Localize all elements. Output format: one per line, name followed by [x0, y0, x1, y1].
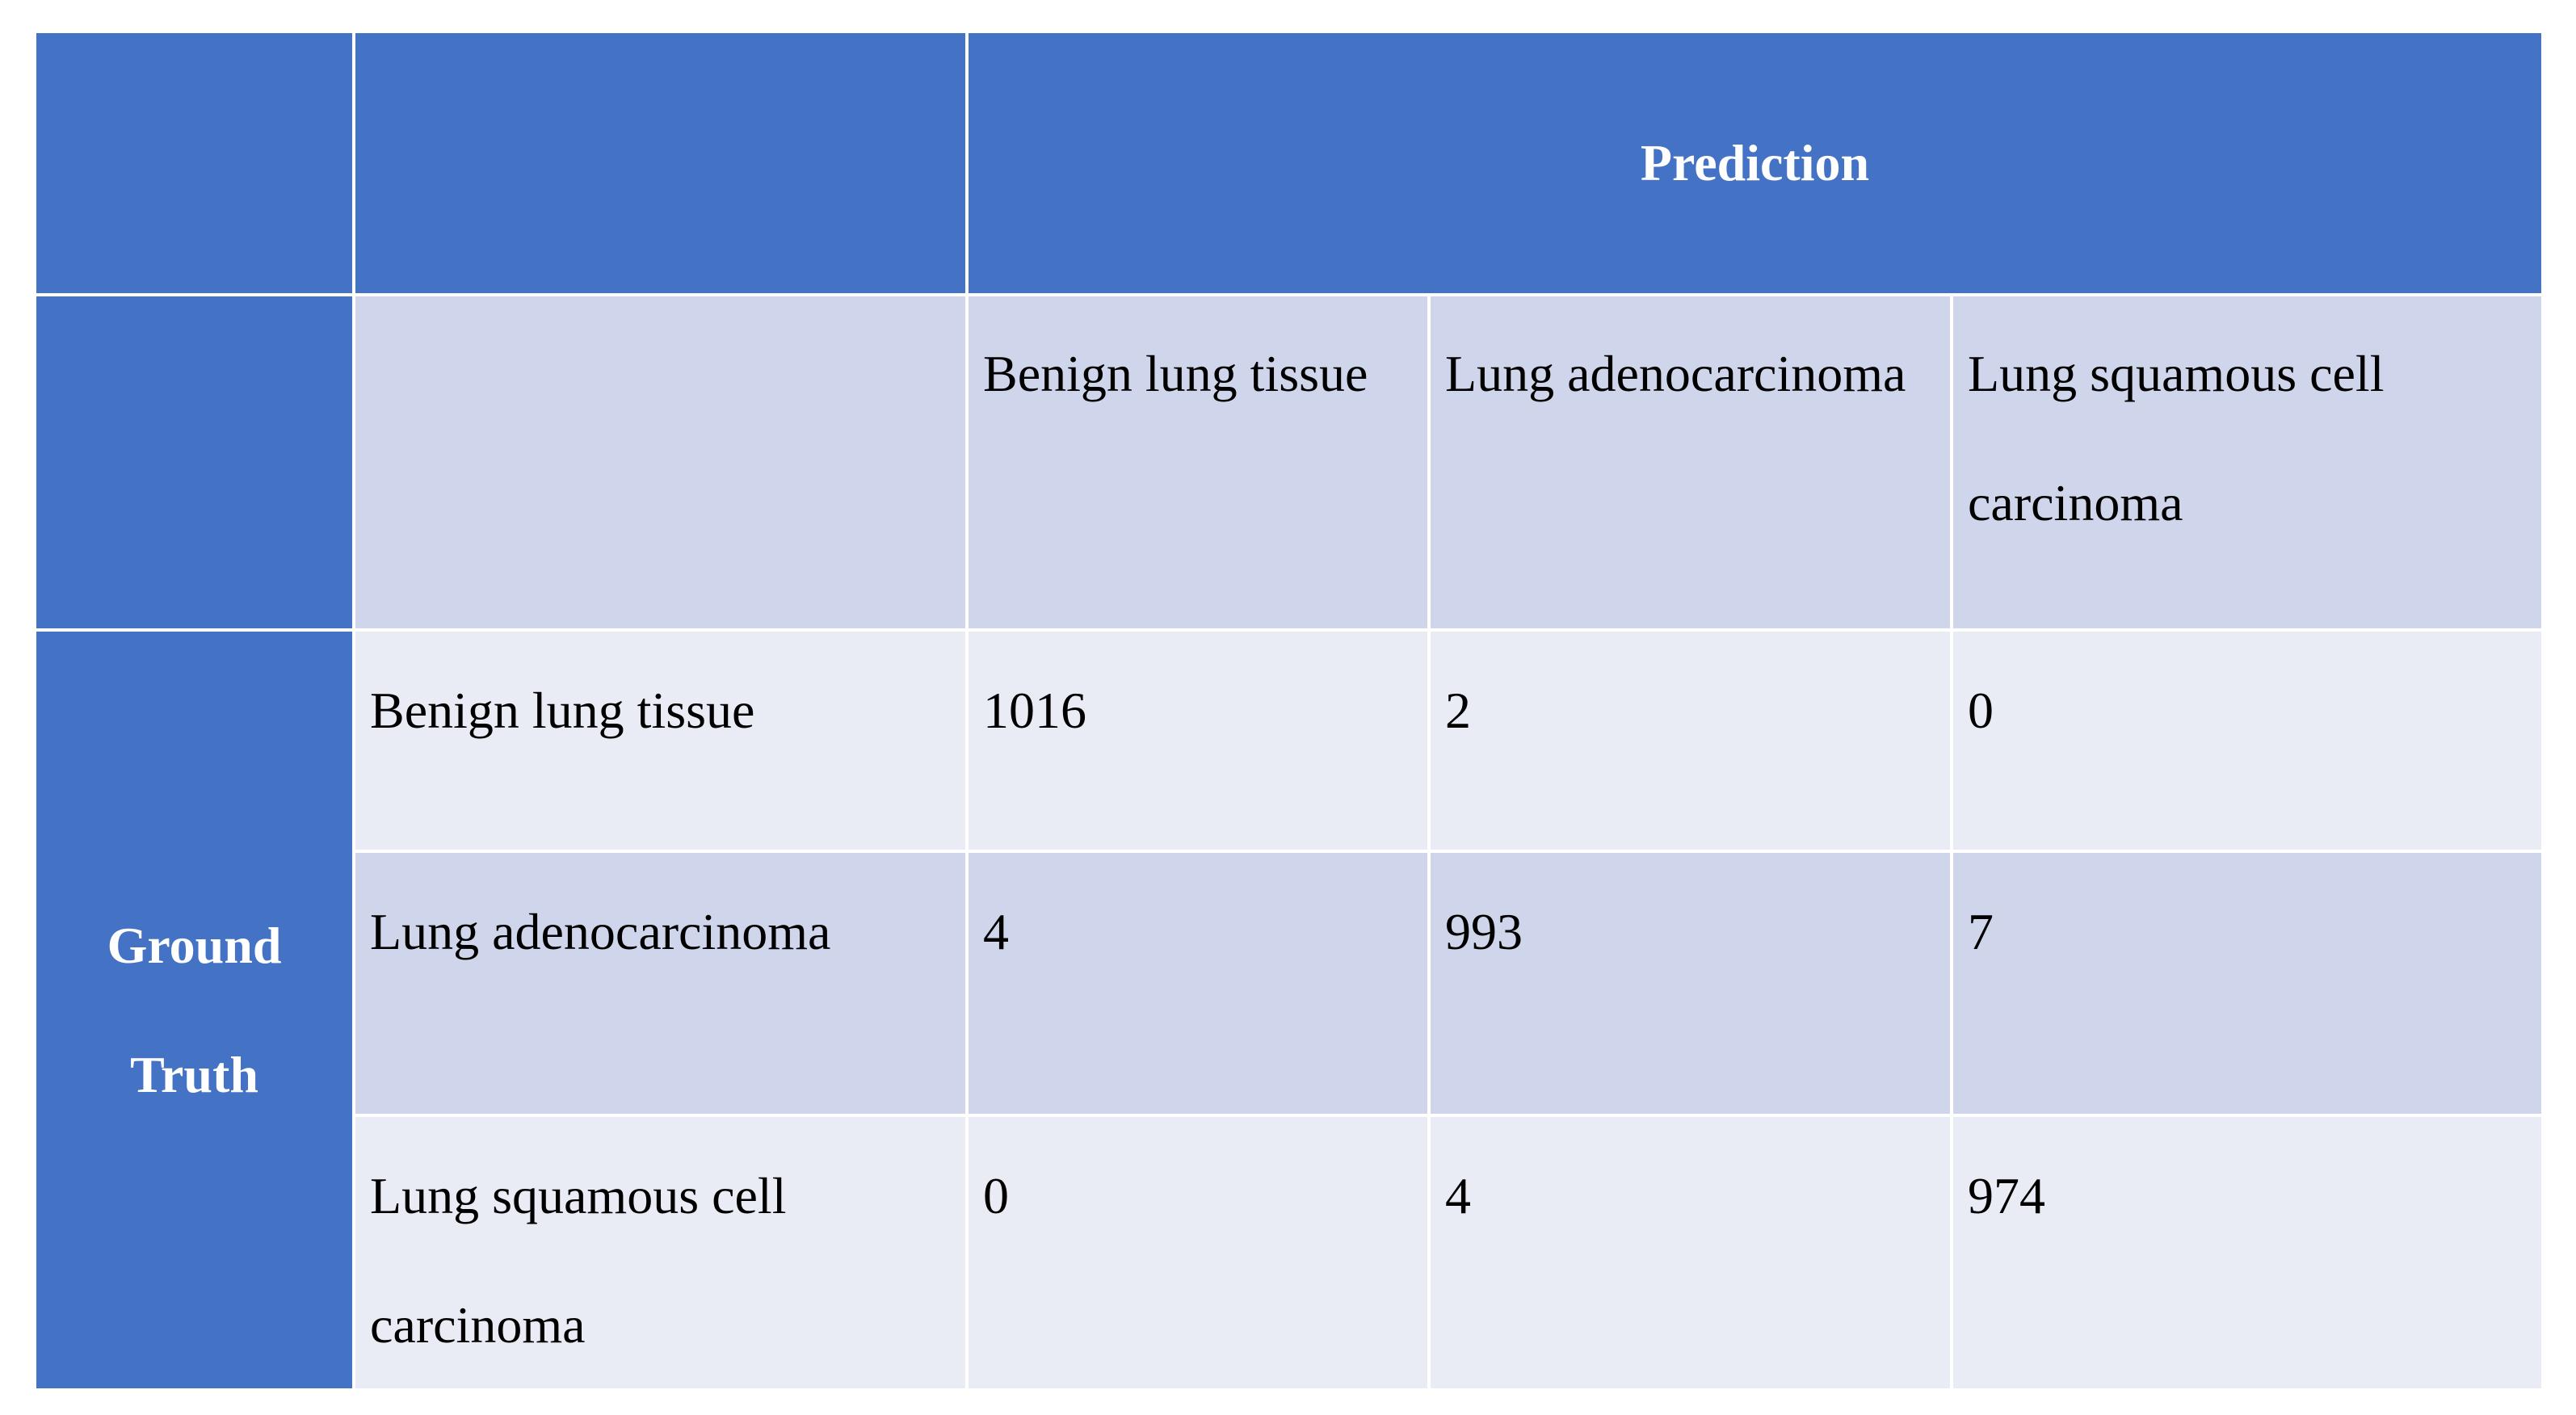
header-text: Prediction: [1640, 134, 1870, 191]
prediction-header: Prediction: [969, 33, 2541, 293]
row-label: Lung squamous cell carcinoma: [355, 1117, 965, 1388]
row-header-text: Ground Truth: [107, 916, 282, 1103]
corner-cell: [355, 33, 965, 293]
column-header: Lung squamous cell carcinoma: [1953, 296, 2541, 628]
cell-value: 2: [1431, 632, 1950, 850]
cell-value: 974: [1953, 1117, 2541, 1388]
cell-value: 1016: [969, 632, 1427, 850]
ground-truth-header: Ground Truth: [36, 632, 352, 1388]
cell-value: 993: [1431, 853, 1950, 1114]
cell-value: 7: [1953, 853, 2541, 1114]
column-header: Benign lung tissue: [969, 296, 1427, 628]
corner-cell: [36, 33, 352, 293]
corner-cell: [36, 296, 352, 628]
cell-value: 0: [1953, 632, 2541, 850]
cell-value: 4: [1431, 1117, 1950, 1388]
column-header: Lung adenocarcinoma: [1431, 296, 1950, 628]
corner-cell: [355, 296, 965, 628]
confusion-matrix: Prediction Benign lung tissue Lung adeno…: [36, 33, 2541, 1388]
row-label: Benign lung tissue: [355, 632, 965, 850]
cell-value: 0: [969, 1117, 1427, 1388]
cell-value: 4: [969, 853, 1427, 1114]
row-label: Lung adenocarcinoma: [355, 853, 965, 1114]
